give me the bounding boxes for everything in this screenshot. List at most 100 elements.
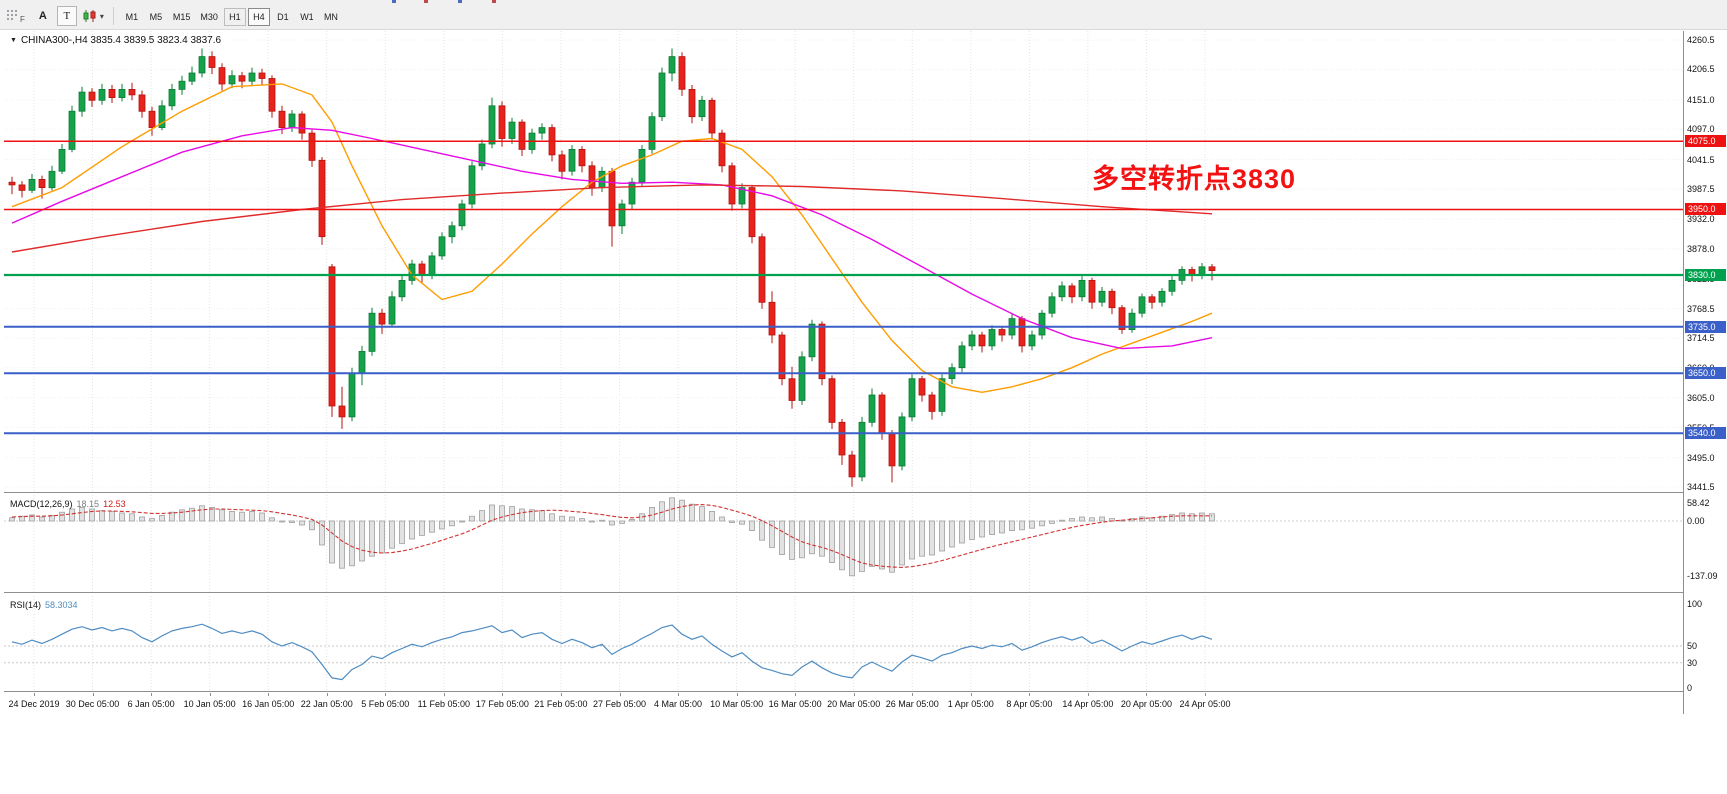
time-tick — [1146, 693, 1148, 696]
timeframe-button-mn[interactable]: MN — [323, 11, 338, 22]
rsi-tick-label: 0 — [1687, 683, 1693, 693]
chevron-down-icon: ▾ — [99, 11, 104, 21]
price-tick-label: 3987.5 — [1687, 184, 1715, 194]
time-tick — [151, 693, 153, 696]
time-tick-label: 17 Feb 05:00 — [475, 699, 529, 709]
toolbar-separator — [112, 7, 114, 25]
price-chart-canvas[interactable] — [4, 31, 1683, 492]
rsi-name: RSI(14) — [10, 600, 42, 610]
rsi-tick-label: 50 — [1687, 641, 1698, 651]
timeframe-button-h4[interactable]: H4 — [247, 7, 270, 26]
time-axis[interactable]: 24 Dec 2019 30 Dec 05:00 6 Jan 05:00 10 Jan… — [4, 693, 1683, 714]
time-tick — [853, 693, 855, 696]
time-tick — [1087, 693, 1089, 696]
time-tick — [326, 693, 328, 696]
time-tick-label: 24 Apr 05:00 — [1179, 699, 1231, 709]
price-tick-label: 3441.5 — [1687, 482, 1715, 492]
time-tick-label: 4 Mar 05:00 — [654, 699, 703, 709]
time-tick-label: 20 Apr 05:00 — [1120, 699, 1172, 709]
handle-label: F — [20, 14, 25, 24]
cropped-icon — [392, 0, 396, 3]
collapse-icon[interactable]: ▼ — [10, 37, 17, 44]
rsi-tick-label: 30 — [1687, 658, 1698, 668]
chart-type-dropdown[interactable]: ▾ — [82, 6, 104, 26]
price-level-badge: 3830.0 — [1685, 268, 1726, 281]
macd-label: MACD(12,26,9) 18.15 12.53 — [10, 499, 126, 509]
grid-dots-icon — [7, 9, 17, 20]
time-tick — [736, 693, 738, 696]
macd-panel[interactable]: MACD(12,26,9) 18.15 12.53 — [4, 495, 1683, 593]
timeframe-button-m5[interactable]: M5 — [149, 11, 163, 22]
timeframe-button-w1[interactable]: W1 — [300, 11, 314, 22]
price-tick-label: 3714.5 — [1687, 333, 1715, 343]
price-level-badge: 4075.0 — [1685, 135, 1726, 148]
price-level-badge: 3650.0 — [1685, 367, 1726, 380]
time-tick-label: 16 Jan 05:00 — [242, 699, 295, 709]
price-axis[interactable]: 4260.5 4206.5 4151.0 4097.0 4041.5 3987.5 3932… — [1683, 31, 1727, 714]
mini-candles-icon — [83, 10, 96, 22]
timeframe-button-m30[interactable]: M30 — [200, 11, 218, 22]
time-tick-label: 24 Dec 2019 — [8, 699, 60, 709]
time-tick-label: 5 Feb 05:00 — [361, 699, 410, 709]
cropped-icon — [492, 0, 496, 3]
price-tick-label: 3605.0 — [1687, 392, 1715, 403]
timeframe-button-d1[interactable]: D1 — [277, 11, 289, 22]
time-tick — [385, 693, 387, 696]
macd-canvas[interactable] — [4, 495, 1683, 592]
cropped-toolbar-strip — [0, 0, 1727, 3]
rsi-canvas[interactable] — [4, 596, 1683, 691]
price-tick-label: 4260.5 — [1687, 35, 1715, 45]
cropped-icon — [424, 0, 428, 3]
macd-signal-value: 12.53 — [103, 499, 126, 509]
timeframe-button-m1[interactable]: M1 — [125, 11, 139, 22]
chart-symbol-title: ▼ CHINA300-,H4 3835.4 3839.5 3823.4 3837… — [10, 35, 221, 46]
toolbar: F A T ▾ M1 M5 M15 M30 H1 H4 D1 W1 MN — [0, 3, 1727, 30]
text-tool-button[interactable]: A — [38, 10, 47, 22]
rsi-label: RSI(14) 58.3034 — [10, 600, 78, 610]
time-tick — [795, 693, 797, 696]
price-tick-label: 4097.0 — [1687, 124, 1715, 135]
time-tick-label: 27 Feb 05:00 — [592, 699, 647, 709]
time-tick — [560, 693, 562, 696]
price-level-badge: 3950.0 — [1685, 203, 1726, 216]
time-tick-label: 21 Feb 05:00 — [534, 699, 588, 709]
toolbar-handle-icon[interactable]: F — [6, 9, 25, 24]
time-tick-label: 6 Jan 05:00 — [127, 699, 175, 709]
price-chart-panel[interactable]: ▼ CHINA300-,H4 3835.4 3839.5 3823.4 3837… — [4, 31, 1683, 493]
time-tick — [678, 693, 680, 696]
rsi-panel[interactable]: RSI(14) 58.3034 — [4, 596, 1683, 692]
timeframe-button-m15[interactable]: M15 — [172, 11, 191, 22]
price-tick-label: 3495.0 — [1687, 452, 1715, 463]
time-tick-label: 22 Jan 05:00 — [300, 699, 353, 709]
macd-tick-label: 0.00 — [1687, 516, 1705, 526]
chart-annotation[interactable]: 多空转折点3830 — [1092, 164, 1297, 194]
time-tick-label: 16 Mar 05:00 — [768, 699, 822, 709]
timeframe-button-h1[interactable]: H1 — [223, 7, 246, 26]
price-tick-label: 4206.5 — [1687, 64, 1715, 75]
price-tick-label: 3878.0 — [1687, 243, 1715, 254]
time-tick — [970, 693, 972, 696]
time-tick-label: 20 Mar 05:00 — [827, 699, 881, 709]
time-tick-label: 1 Apr 05:00 — [947, 699, 994, 709]
time-tick — [268, 693, 270, 696]
time-tick-label: 10 Jan 05:00 — [183, 699, 236, 709]
time-tick-label: 11 Feb 05:00 — [417, 699, 471, 709]
time-tick-label: 30 Dec 05:00 — [65, 699, 120, 709]
rsi-tick-label: 100 — [1687, 599, 1703, 609]
time-tick — [209, 693, 211, 696]
time-tick-label: 14 Apr 05:00 — [1062, 699, 1114, 709]
timeframe-toolbar: M1 M5 M15 M30 H1 H4 D1 W1 MN — [120, 7, 343, 26]
time-tick-label: 10 Mar 05:00 — [710, 699, 764, 709]
label-tool-button[interactable]: T — [56, 6, 77, 26]
macd-tick-label: -137.09 — [1687, 571, 1718, 581]
price-level-badge: 3735.0 — [1685, 320, 1726, 333]
chart-window: ▼ CHINA300-,H4 3835.4 3839.5 3823.4 3837… — [4, 31, 1727, 794]
price-tick-label: 4151.0 — [1687, 94, 1715, 105]
price-tick-label: 3932.0 — [1687, 214, 1715, 225]
rsi-value: 58.3034 — [45, 600, 78, 610]
time-tick — [912, 693, 914, 696]
cropped-icon — [458, 0, 462, 3]
time-tick — [1029, 693, 1031, 696]
time-tick — [443, 693, 445, 696]
